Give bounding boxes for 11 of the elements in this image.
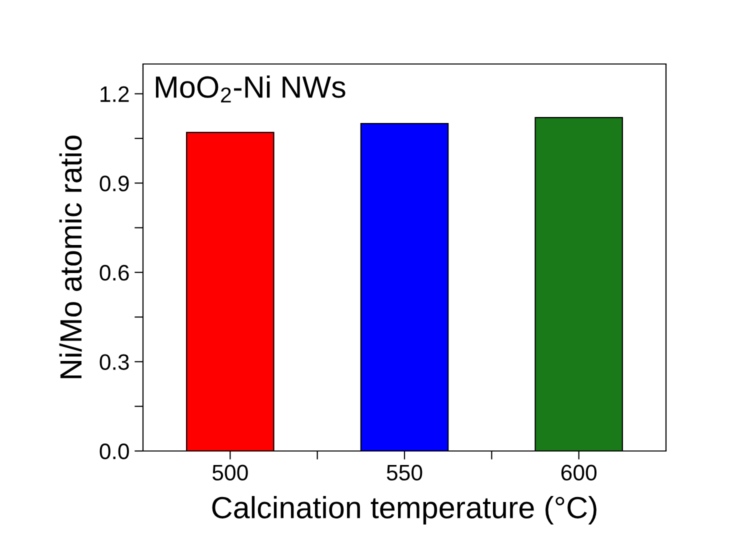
y-tick-label: 0.9 bbox=[100, 176, 129, 192]
y-tick-label: 0.3 bbox=[100, 354, 129, 370]
y-axis-title: Ni/Mo atomic ratio bbox=[59, 136, 82, 378]
y-tick-label: 0.0 bbox=[100, 444, 129, 460]
chart-title: MoO$_{2}$-Ni NWs bbox=[156, 75, 346, 102]
x-tick-label: 500 bbox=[212, 464, 248, 481]
x-tick-label: 550 bbox=[386, 464, 422, 481]
x-axis-title: Calcination temperature (°C) bbox=[212, 496, 596, 525]
y-tick-label: 0.6 bbox=[100, 264, 129, 281]
y-tick-label: 1.2 bbox=[100, 86, 129, 102]
x-tick-label: 600 bbox=[561, 464, 597, 481]
